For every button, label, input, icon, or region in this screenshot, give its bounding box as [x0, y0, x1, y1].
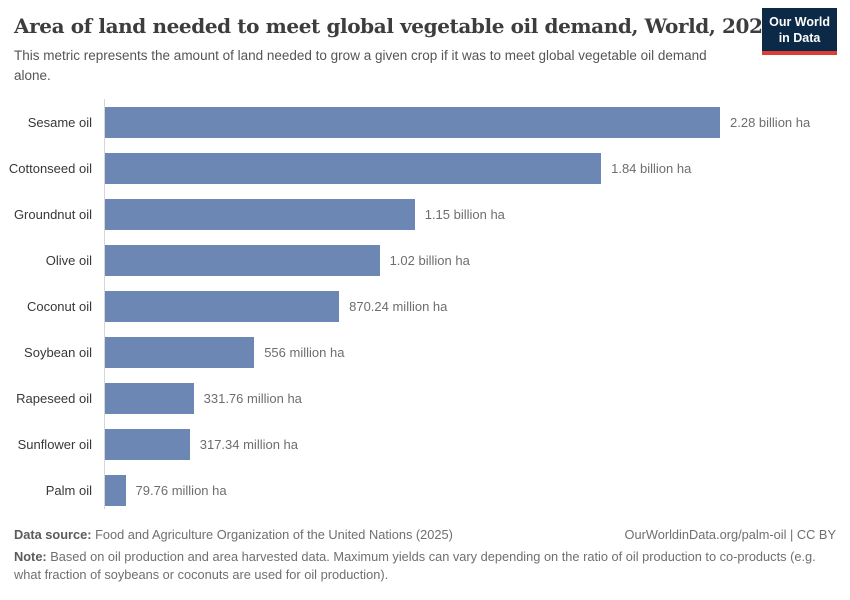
chart-row: Soybean oil 556 million ha [0, 329, 850, 375]
value-label: 870.24 million ha [349, 298, 448, 314]
bar-plot-area: 556 million ha [104, 329, 850, 375]
value-label: 556 million ha [264, 344, 345, 360]
value-label: 1.15 billion ha [424, 206, 505, 222]
category-label: Soybean oil [24, 344, 92, 360]
bar[interactable] [104, 382, 194, 414]
bar[interactable] [104, 336, 255, 368]
category-label: Coconut oil [26, 298, 92, 314]
category-label: Cottonseed oil [8, 160, 92, 176]
bar[interactable] [104, 198, 415, 230]
bar[interactable] [104, 290, 340, 322]
page-title: Area of land needed to meet global veget… [14, 14, 777, 38]
bar[interactable] [104, 244, 380, 276]
credit-link[interactable]: OurWorldinData.org/palm-oil | CC BY [624, 527, 836, 543]
bar[interactable] [104, 106, 720, 138]
category-label: Sunflower oil [17, 436, 92, 452]
note-text: Based on oil production and area harvest… [14, 549, 816, 583]
bar-plot-area: 1.84 billion ha [104, 145, 850, 191]
category-label: Rapeseed oil [16, 390, 92, 406]
category-label: Palm oil [45, 482, 92, 498]
value-label: 79.76 million ha [135, 482, 227, 498]
data-source-text: Food and Agriculture Organization of the… [91, 527, 453, 543]
bar-rows: Sesame oil 2.28 billion ha Cottonseed oil 1… [0, 99, 850, 513]
bar-plot-area: 1.15 billion ha [104, 191, 850, 237]
chart-row: Palm oil 79.76 million ha [0, 467, 850, 513]
chart-subtitle: This metric represents the amount of lan… [14, 48, 707, 83]
bar[interactable] [104, 152, 602, 184]
category-label: Sesame oil [27, 114, 92, 130]
value-label: 331.76 million ha [203, 390, 302, 406]
chart-header: Area of land needed to meet global veget… [0, 0, 850, 85]
category-label: Olive oil [45, 252, 92, 268]
chart-row: Sesame oil 2.28 billion ha [0, 99, 850, 145]
y-axis-line [104, 99, 105, 510]
chart-row: Cottonseed oil 1.84 billion ha [0, 145, 850, 191]
bar[interactable] [104, 474, 126, 506]
owid-logo[interactable]: Our World in Data [762, 8, 837, 55]
value-label: 317.34 million ha [199, 436, 299, 452]
footer-source-line: Data source: Food and Agriculture Organi… [14, 527, 836, 542]
value-label: 1.84 billion ha [611, 160, 692, 176]
bar-plot-area: 2.28 billion ha [104, 99, 850, 145]
chart-row: Coconut oil 870.24 million ha [0, 283, 850, 329]
chart-row: Rapeseed oil 331.76 million ha [0, 375, 850, 421]
chart-row: Olive oil 1.02 billion ha [0, 237, 850, 283]
value-label: 2.28 billion ha [730, 114, 811, 130]
bar-plot-area: 317.34 million ha [104, 421, 850, 467]
bar-plot-area: 79.76 million ha [104, 467, 850, 513]
bar-plot-area: 1.02 billion ha [104, 237, 850, 283]
bar[interactable] [104, 428, 190, 460]
footer-note: Note: Based on oil production and area h… [14, 548, 834, 584]
chart-row: Sunflower oil 317.34 million ha [0, 421, 850, 467]
chart-row: Groundnut oil 1.15 billion ha [0, 191, 850, 237]
owid-logo-line1: Our World [769, 15, 830, 29]
value-label: 1.02 billion ha [389, 252, 470, 268]
data-source: Data source: Food and Agriculture Organi… [14, 527, 453, 542]
category-label: Groundnut oil [13, 206, 92, 222]
bar-plot-area: 870.24 million ha [104, 283, 850, 329]
chart-footer: Data source: Food and Agriculture Organi… [0, 527, 850, 584]
bar-plot-area: 331.76 million ha [104, 375, 850, 421]
bar-chart: Sesame oil 2.28 billion ha Cottonseed oil 1… [0, 99, 850, 513]
note-label: Note: [14, 549, 47, 565]
data-source-label: Data source: [14, 527, 92, 543]
owid-logo-line2: in Data [778, 31, 821, 46]
